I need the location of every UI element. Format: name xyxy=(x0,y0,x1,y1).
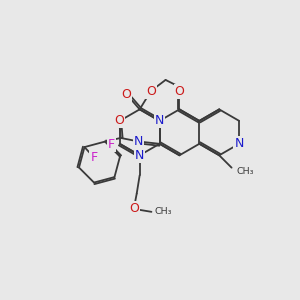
Text: N: N xyxy=(134,135,143,148)
Text: F: F xyxy=(108,138,115,151)
Text: CH₃: CH₃ xyxy=(154,207,172,216)
Text: O: O xyxy=(122,88,131,100)
Text: O: O xyxy=(175,85,184,98)
Text: O: O xyxy=(114,114,124,127)
Text: F: F xyxy=(90,151,98,164)
Text: N: N xyxy=(234,137,244,150)
Text: O: O xyxy=(146,85,156,98)
Text: O: O xyxy=(129,202,139,215)
Text: N: N xyxy=(135,149,144,162)
Text: N: N xyxy=(155,114,164,127)
Text: CH₃: CH₃ xyxy=(237,167,254,176)
